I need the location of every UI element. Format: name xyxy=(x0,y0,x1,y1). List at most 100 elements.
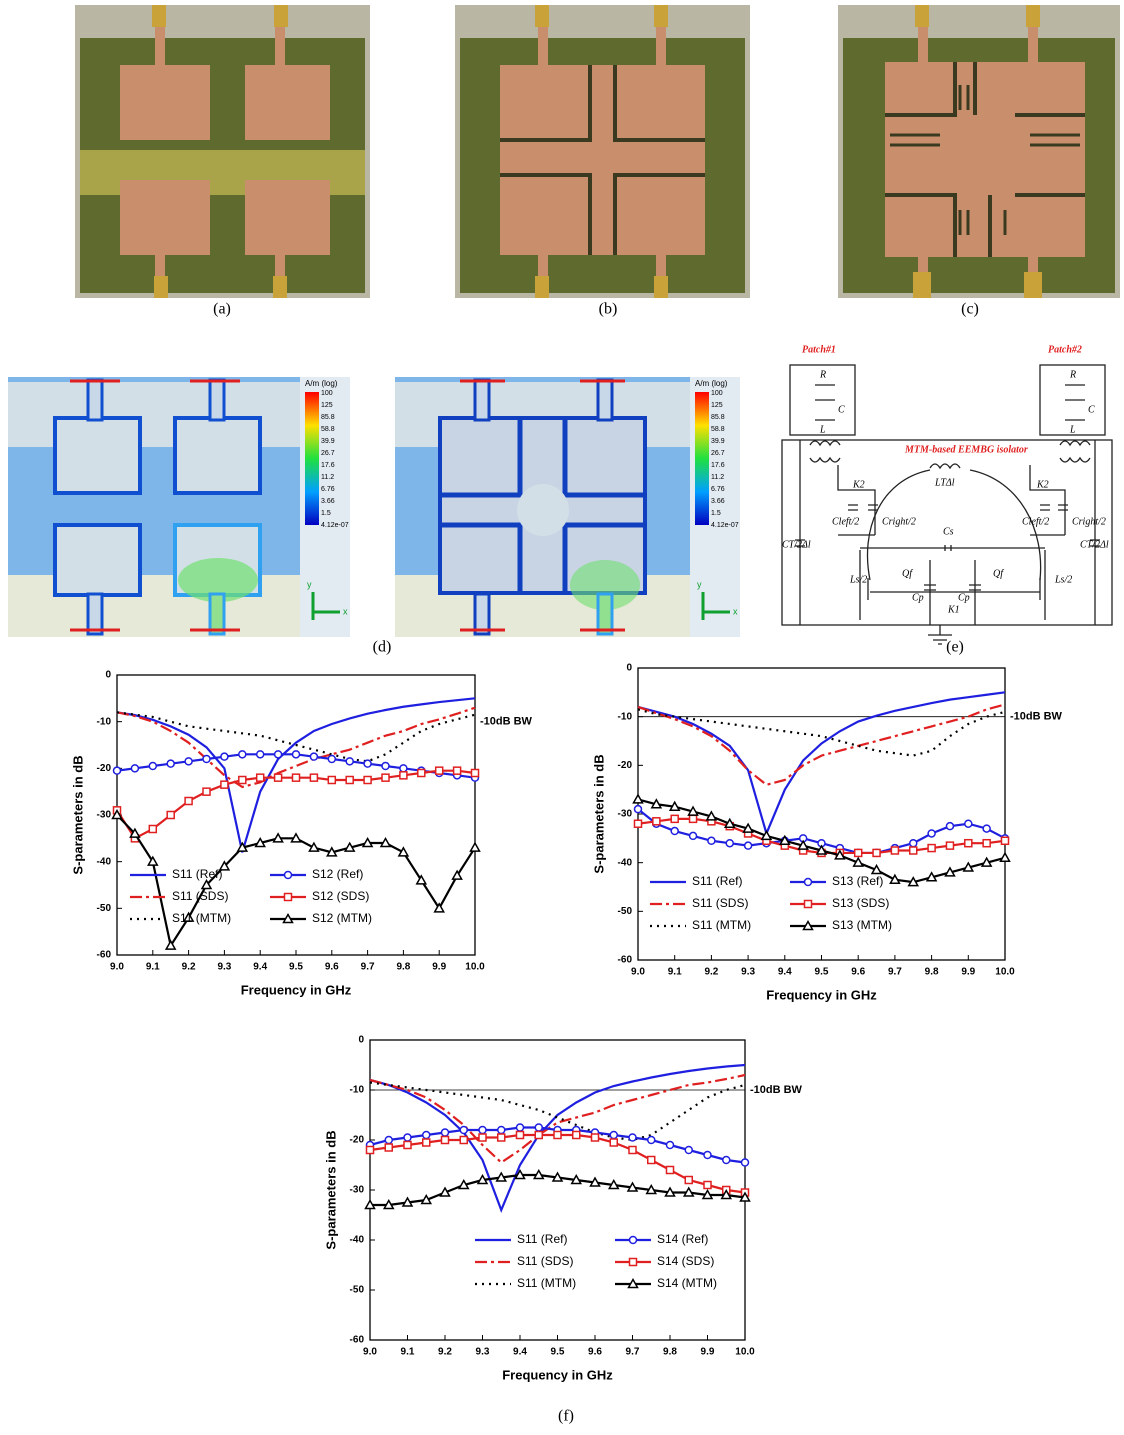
x-tick-label: 9.3 xyxy=(476,1347,490,1358)
colorbar-label: 6.76 xyxy=(711,486,725,493)
circuit-label: Cp xyxy=(912,592,924,603)
x-tick-label: 9.9 xyxy=(432,962,446,973)
marker xyxy=(703,1180,712,1190)
x-tick-label: 9.7 xyxy=(361,962,375,973)
marker xyxy=(515,1130,525,1140)
x-tick-label: 9.1 xyxy=(401,1347,415,1358)
marker xyxy=(725,838,734,848)
series-group xyxy=(111,697,481,950)
y-tick-label: -30 xyxy=(97,810,112,821)
marker xyxy=(365,1145,375,1155)
marker xyxy=(452,766,462,775)
circuit-label: Cleft/2 xyxy=(1022,516,1049,527)
y-tick-label: -20 xyxy=(350,1135,365,1146)
marker xyxy=(803,899,813,909)
series-line xyxy=(369,1063,746,1213)
y-tick-label: 0 xyxy=(626,663,632,674)
x-tick-label: 9.0 xyxy=(631,967,645,978)
y-tick-label: -50 xyxy=(618,906,633,917)
y-axis-title: S-parameters in dB xyxy=(591,754,606,873)
colorbar-label: 3.66 xyxy=(711,498,725,505)
marker xyxy=(682,1186,695,1197)
colorbar-label: 100 xyxy=(711,390,723,397)
x-tick-label: 9.8 xyxy=(663,1347,677,1358)
marker xyxy=(129,827,141,838)
marker xyxy=(632,793,644,804)
marker xyxy=(381,761,390,771)
marker xyxy=(238,750,247,759)
marker xyxy=(927,829,936,838)
field-plot-1 xyxy=(8,377,350,637)
marker xyxy=(707,836,716,846)
marker xyxy=(670,814,679,824)
y-tick-label: -60 xyxy=(618,955,633,966)
marker xyxy=(497,1133,506,1142)
marker xyxy=(664,1186,676,1197)
marker xyxy=(182,911,195,922)
legend-label: S13 (SDS) xyxy=(832,896,889,910)
y-tick-label: -30 xyxy=(350,1185,365,1196)
marker xyxy=(570,1173,583,1185)
circuit-label: Cright/2 xyxy=(1072,516,1106,527)
circuit-label: L xyxy=(1069,424,1076,435)
marker xyxy=(722,1155,731,1165)
x-tick-label: 9.0 xyxy=(363,1347,377,1358)
marker xyxy=(572,1130,581,1140)
marker xyxy=(345,775,354,785)
panel-label: (b) xyxy=(599,301,618,318)
colorbar-label: 17.6 xyxy=(711,462,725,469)
marker xyxy=(433,902,445,913)
colorbar-label: 4.12e-07 xyxy=(321,522,349,529)
legend-label: S14 (MTM) xyxy=(657,1276,717,1290)
circuit-label: C xyxy=(1088,404,1095,415)
photo-a xyxy=(75,5,370,298)
circuit-label: Cright/2 xyxy=(882,516,916,527)
marker xyxy=(945,841,955,850)
marker xyxy=(532,1168,545,1180)
marker xyxy=(415,874,428,885)
colorbar-label: 1.5 xyxy=(321,510,331,517)
marker xyxy=(909,838,918,848)
x-axis-title: Frequency in GHz xyxy=(241,982,352,997)
marker xyxy=(688,831,698,841)
marker xyxy=(944,866,956,877)
series-line xyxy=(637,703,1006,787)
colorbar-label: 17.6 xyxy=(321,462,335,469)
marker xyxy=(815,844,828,855)
legend-label: S11 (Ref) xyxy=(172,867,222,881)
marker xyxy=(760,829,773,841)
x-tick-label: 9.3 xyxy=(741,967,755,978)
circuit-label: Cp xyxy=(958,592,970,603)
marker xyxy=(218,860,231,871)
marker xyxy=(802,919,814,931)
colorbar-label: 3.66 xyxy=(321,498,335,505)
panel-label: (e) xyxy=(946,639,964,656)
marker xyxy=(870,863,883,875)
marker xyxy=(130,764,140,773)
axis-glyph: y xyxy=(307,579,312,589)
marker xyxy=(999,851,1011,863)
circuit-label: C xyxy=(838,404,845,415)
marker xyxy=(397,846,410,857)
marker xyxy=(514,1168,526,1180)
marker xyxy=(647,1155,656,1165)
x-tick-label: 9.6 xyxy=(851,967,865,978)
marker xyxy=(495,1171,508,1182)
marker xyxy=(927,843,936,853)
series-group xyxy=(632,691,1011,887)
x-tick-label: 9.5 xyxy=(815,967,829,978)
marker xyxy=(470,768,480,778)
marker xyxy=(652,817,661,826)
marker xyxy=(420,1193,433,1205)
colorbar-label: 26.7 xyxy=(321,450,335,457)
x-axis-title: Frequency in GHz xyxy=(502,1367,613,1382)
y-axis-title: S-parameters in dB xyxy=(70,755,85,874)
marker xyxy=(309,773,319,782)
x-tick-label: 9.8 xyxy=(396,962,410,973)
marker xyxy=(684,1175,693,1185)
marker xyxy=(343,841,356,852)
colorbar-label: 1.5 xyxy=(711,510,721,517)
marker xyxy=(964,819,973,828)
colorbar-label: 85.8 xyxy=(711,414,725,421)
